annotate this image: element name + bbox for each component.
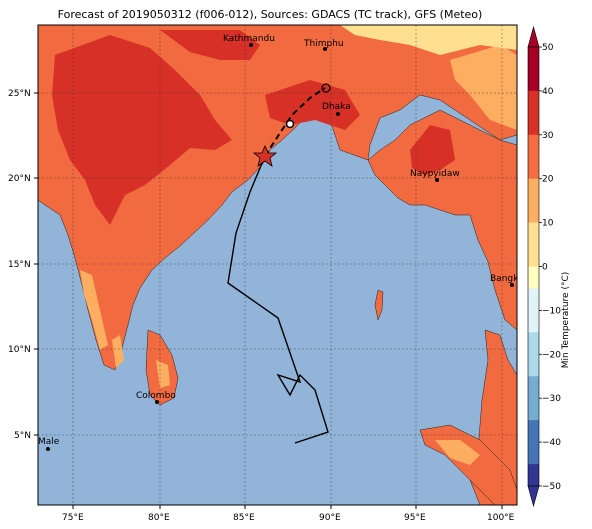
x-tick-label: 75°E (62, 513, 84, 523)
city-label-thimphu: Thimphu (303, 39, 344, 49)
colorbar-tick-label: 40 (542, 87, 554, 97)
colorbar-band (528, 398, 539, 421)
city-dot-kathmandu (249, 43, 253, 47)
colorbar-tick-label: 30 (542, 131, 554, 141)
x-axis-ticks (72, 505, 503, 509)
colorbar-tick-label: −10 (542, 306, 561, 316)
city-label-kathmandu: Kathmandu (223, 34, 275, 44)
colorbar-band (528, 376, 539, 399)
city-dot-thimphu (323, 47, 327, 51)
city-label-male: Male (38, 437, 60, 447)
colorbar-band (528, 332, 539, 355)
colorbar-label: Min Temperature (°C) (561, 271, 571, 369)
map-area: Kathmandu Thimphu Dhaka Naypyidaw Bangko… (38, 25, 530, 505)
x-tick-label: 80°E (148, 513, 170, 523)
colorbar-band (528, 244, 539, 267)
colorbar-tick-label: 50 (542, 43, 554, 53)
city-label-colombo: Colombo (136, 391, 176, 401)
colorbar-tick-label: 20 (542, 175, 554, 185)
x-tick-label: 85°E (233, 513, 255, 523)
colorbar-band (528, 90, 539, 114)
cool-region-himalaya (340, 25, 517, 55)
hot-region-north (160, 30, 260, 60)
city-dot-colombo (155, 400, 159, 404)
city-label-bangkok: Bangkok (490, 274, 530, 284)
map-title: Forecast of 2019050312 (f006-012), Sourc… (57, 8, 483, 21)
colorbar-band (528, 420, 539, 443)
colorbar-tick-label: −20 (542, 350, 561, 360)
colorbar-band (528, 354, 539, 377)
cyclone-position-icon (285, 119, 295, 129)
colorbar-band (528, 134, 539, 158)
city-dot-male (46, 447, 50, 451)
y-tick-label: 25°N (8, 89, 31, 99)
mild-region-srilanka (156, 360, 170, 388)
colorbar-tick-label: −40 (542, 438, 561, 448)
city-label-naypyidaw: Naypyidaw (410, 169, 460, 179)
colorbar-band (528, 222, 539, 245)
mild-region-westcoast (80, 270, 108, 350)
colorbar-band (528, 178, 539, 201)
y-tick-label: 20°N (8, 174, 31, 184)
x-tick-label: 95°E (404, 513, 426, 523)
hot-region-bengal (265, 80, 360, 130)
colorbar-tick-label: −30 (542, 394, 561, 404)
colorbar-band (528, 288, 539, 311)
city-markers (46, 43, 514, 451)
y-tick-label: 5°N (14, 431, 31, 441)
city-dot-naypyidaw (435, 178, 439, 182)
colorbar-band (528, 156, 539, 179)
hot-region-myanmar (410, 125, 455, 175)
cyclone-star-icon (252, 144, 278, 167)
colorbar-band (528, 310, 539, 333)
colorbar-band (528, 464, 539, 487)
colorbar-band (528, 47, 539, 70)
city-dot-dhaka (336, 112, 340, 116)
colorbar-band (528, 266, 539, 289)
cyclone-track-past (227, 155, 329, 444)
city-dot-bangkok (510, 283, 514, 287)
andaman-islands (374, 289, 384, 321)
colorbar-tick-label: 0 (542, 263, 548, 273)
colorbar: 50 40 30 20 10 0 −10 −20 −30 −40 −50 (527, 25, 561, 508)
y-axis-ticks (34, 92, 38, 436)
x-tick-label: 90°E (319, 513, 341, 523)
colorbar-band (528, 442, 539, 465)
myanmar-landmass (367, 109, 517, 331)
mild-region-sumatra (435, 440, 480, 465)
colorbar-extend-min (527, 485, 540, 508)
colorbar-tick-label: 10 (542, 219, 554, 229)
map-frame (37, 24, 518, 506)
cyclone-position-icon (321, 83, 331, 93)
graticule (38, 25, 517, 505)
colorbar-band (528, 200, 539, 223)
city-label-dhaka: Dhaka (322, 102, 351, 112)
colorbar-band (528, 112, 539, 136)
colorbar-extend-max (527, 25, 540, 48)
colorbar-band (528, 68, 539, 92)
mild-region-south (112, 335, 124, 368)
mild-region-myanmar (450, 45, 517, 130)
y-tick-label: 10°N (8, 345, 31, 355)
y-tick-label: 15°N (8, 260, 31, 270)
colorbar-tick-label: −50 (542, 482, 561, 492)
x-tick-label: 100°E (487, 513, 515, 523)
hot-region-india (52, 35, 232, 225)
